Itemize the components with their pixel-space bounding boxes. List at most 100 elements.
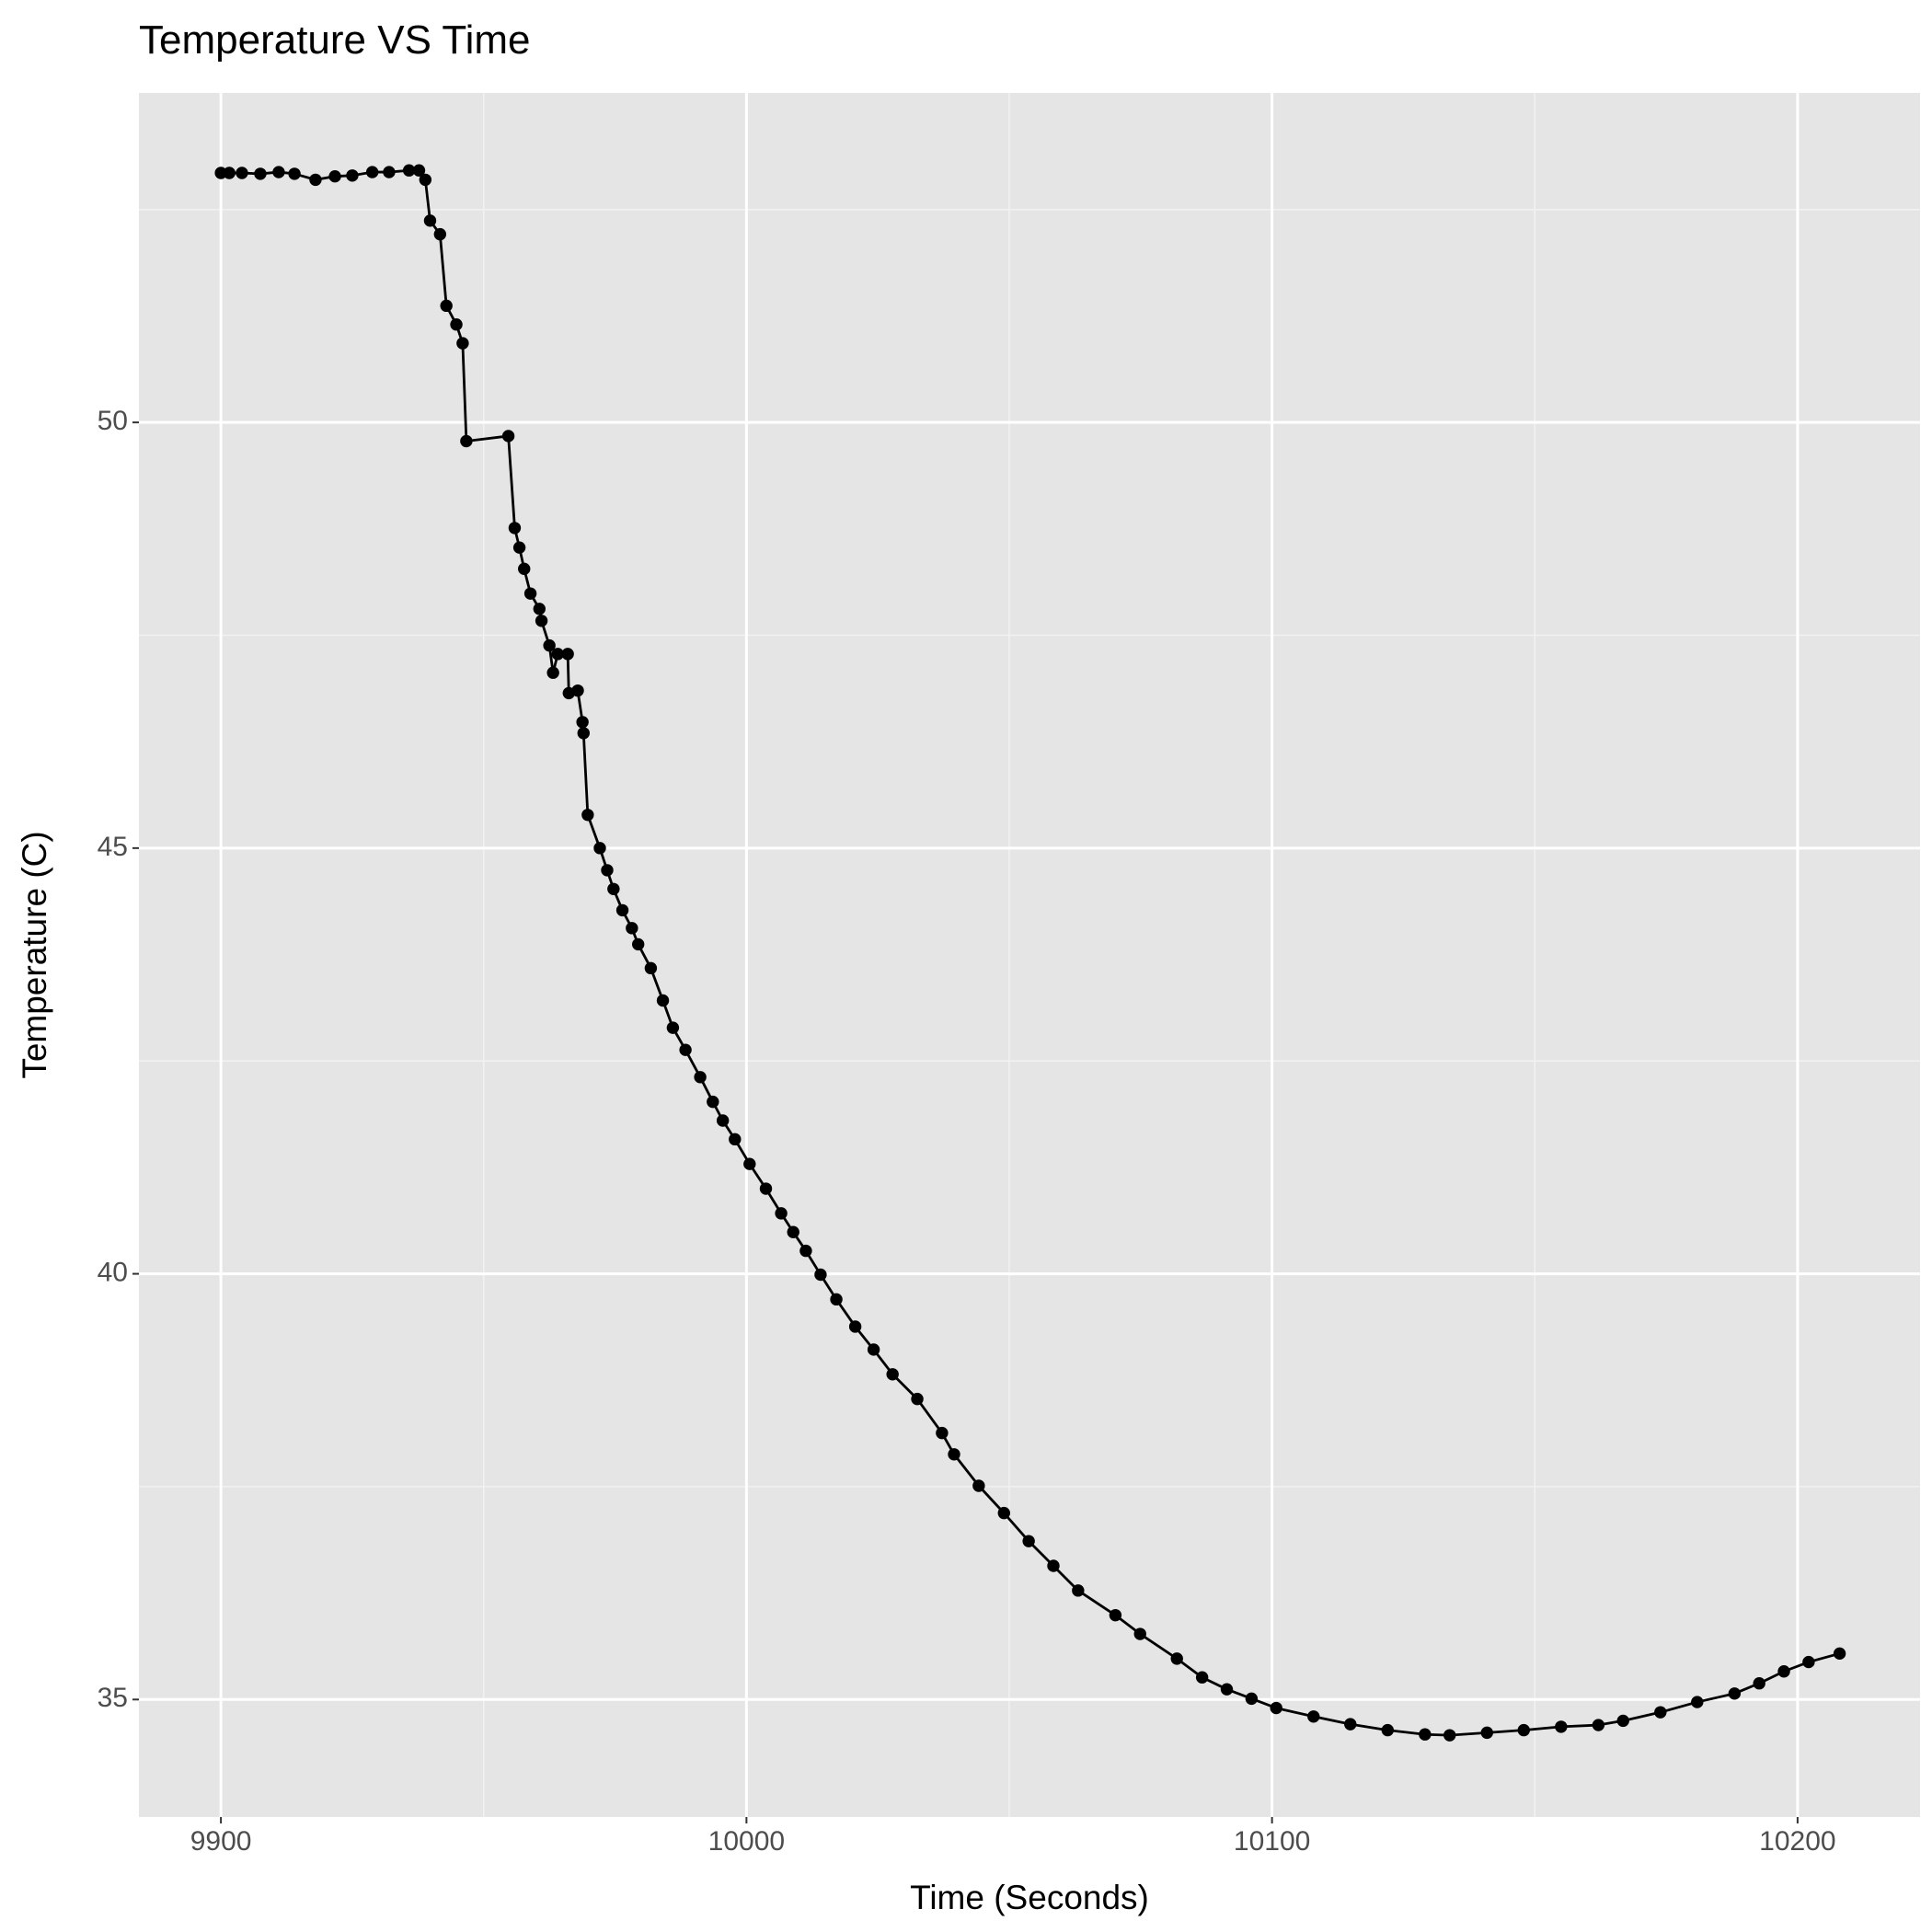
point xyxy=(830,1293,843,1306)
point xyxy=(936,1426,949,1440)
point xyxy=(561,648,574,661)
point xyxy=(666,1021,680,1034)
point xyxy=(512,541,526,554)
point xyxy=(450,318,463,331)
point xyxy=(456,337,469,350)
point xyxy=(402,164,416,177)
point xyxy=(1047,1559,1060,1572)
point xyxy=(1344,1718,1357,1731)
point xyxy=(775,1207,788,1220)
point xyxy=(1728,1687,1742,1700)
y-tick-label: 35 xyxy=(98,1683,128,1713)
chart-title: Temperature VS Time xyxy=(139,17,531,63)
x-axis-title: Time (Seconds) xyxy=(910,1879,1149,1916)
point xyxy=(236,167,248,179)
point xyxy=(508,522,522,535)
point xyxy=(1195,1671,1209,1684)
point xyxy=(679,1043,692,1056)
x-tick-label: 10100 xyxy=(1234,1826,1310,1857)
point xyxy=(867,1343,880,1356)
point xyxy=(533,603,546,615)
point xyxy=(631,937,645,951)
point xyxy=(1072,1584,1085,1597)
point xyxy=(346,169,359,182)
point xyxy=(1480,1726,1493,1740)
point xyxy=(328,169,341,183)
point xyxy=(743,1157,756,1170)
point xyxy=(1833,1647,1846,1661)
point xyxy=(886,1368,899,1381)
point xyxy=(1307,1710,1320,1723)
point xyxy=(571,684,584,697)
point xyxy=(535,615,548,627)
point xyxy=(1220,1683,1234,1696)
point xyxy=(1245,1692,1259,1706)
point xyxy=(1022,1535,1035,1547)
point xyxy=(759,1182,773,1195)
line xyxy=(221,168,1840,1737)
point xyxy=(223,167,236,179)
point xyxy=(523,587,537,600)
point xyxy=(1270,1701,1282,1715)
point xyxy=(1381,1723,1395,1737)
point xyxy=(644,961,658,975)
point xyxy=(419,173,432,187)
point xyxy=(272,166,285,178)
point xyxy=(1691,1696,1704,1708)
point xyxy=(1517,1723,1530,1737)
point xyxy=(1555,1720,1568,1733)
point xyxy=(814,1268,827,1282)
point xyxy=(1654,1706,1667,1719)
point xyxy=(1753,1677,1765,1690)
point xyxy=(593,842,606,855)
point xyxy=(365,166,379,178)
point xyxy=(799,1244,812,1258)
point xyxy=(601,864,614,877)
point xyxy=(433,227,447,241)
point xyxy=(707,1095,719,1109)
point xyxy=(972,1479,985,1492)
point xyxy=(1592,1719,1605,1731)
point xyxy=(848,1320,862,1333)
y-tick-label: 40 xyxy=(98,1257,128,1287)
point xyxy=(1133,1627,1146,1640)
point xyxy=(626,922,638,935)
point xyxy=(412,164,426,177)
point xyxy=(551,648,564,661)
point xyxy=(288,167,301,180)
point xyxy=(911,1392,924,1406)
point xyxy=(607,882,620,895)
point xyxy=(518,562,531,576)
point xyxy=(423,214,437,227)
point xyxy=(615,903,629,917)
point xyxy=(948,1448,960,1461)
point xyxy=(656,994,670,1007)
point xyxy=(460,434,473,448)
point xyxy=(1419,1728,1432,1741)
point xyxy=(1443,1729,1456,1742)
point xyxy=(1616,1714,1629,1728)
point xyxy=(1170,1652,1183,1665)
point xyxy=(787,1225,799,1238)
point xyxy=(254,167,267,180)
point xyxy=(543,638,556,652)
point xyxy=(309,173,322,187)
point xyxy=(546,666,559,679)
y-axis-title: Temperature (C) xyxy=(16,831,53,1078)
point xyxy=(576,716,589,729)
point xyxy=(716,1114,730,1127)
x-tick-label: 9900 xyxy=(190,1826,252,1857)
point xyxy=(729,1133,742,1146)
x-tick-label: 10000 xyxy=(708,1826,785,1857)
point xyxy=(440,299,453,313)
point xyxy=(1109,1608,1122,1622)
point xyxy=(1802,1655,1815,1669)
point xyxy=(694,1071,707,1084)
point xyxy=(581,809,594,822)
point xyxy=(383,166,396,178)
point xyxy=(577,727,590,740)
y-tick-label: 50 xyxy=(98,406,128,436)
point xyxy=(1777,1665,1790,1678)
